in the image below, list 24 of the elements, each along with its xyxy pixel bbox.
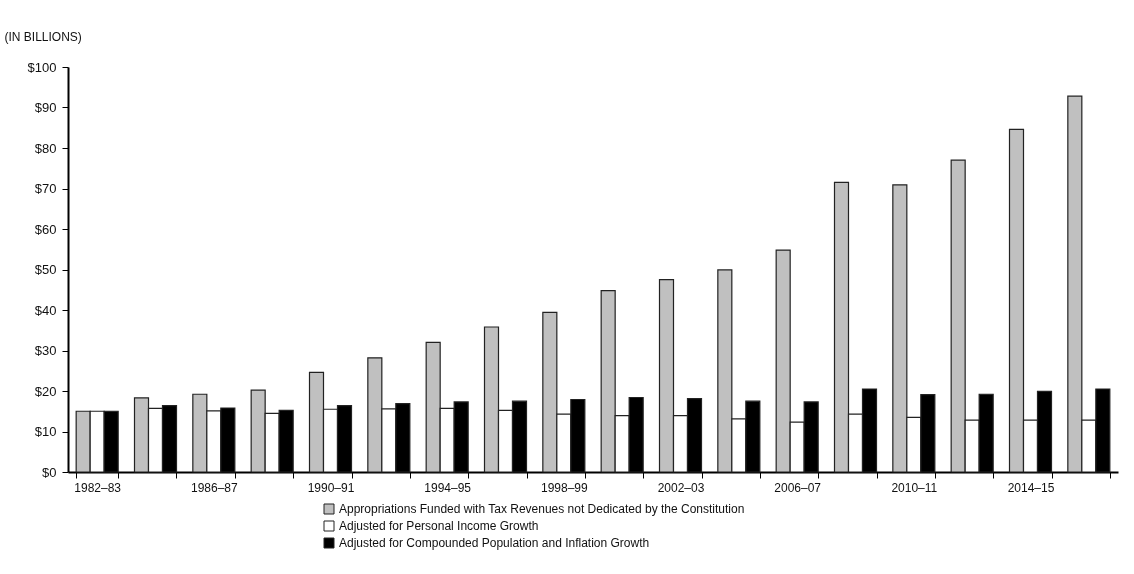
legend-label: Adjusted for Compounded Population and Inflation Growth [339, 536, 650, 550]
y-tick-label: $60 [34, 221, 57, 237]
x-tick-label: 2002–03 [657, 480, 705, 495]
x-tick-label: 1986–87 [190, 480, 239, 495]
y-tick-label: $10 [34, 424, 57, 439]
y-tick-label: $0 [42, 464, 57, 480]
y-axis-title: (IN BILLIONS) [4, 29, 82, 44]
y-tick-label: $20 [34, 383, 57, 399]
x-tick-label: 2014–15 [1007, 480, 1055, 495]
x-tick-label: 1994–95 [424, 480, 472, 495]
x-tick-label: 1990–91 [307, 480, 355, 495]
legend-label: Adjusted for Personal Income Growth [339, 519, 539, 533]
legend-label: Appropriations Funded with Tax Revenues not Dedicated by the Constitution [339, 502, 745, 516]
y-tick-label: $70 [34, 181, 57, 196]
y-tick-label: $30 [34, 343, 57, 358]
y-tick-label: $50 [34, 262, 57, 277]
x-tick-label: 1982–83 [74, 480, 122, 495]
y-tick-label: $40 [34, 302, 57, 318]
y-tick-label: $100 [27, 59, 57, 75]
x-tick-label: 1998–99 [540, 480, 589, 495]
x-tick-label: 2010–11 [891, 480, 938, 495]
x-tick-label: 2006–07 [774, 480, 822, 495]
y-tick-label: $80 [34, 140, 57, 156]
y-tick-label: $90 [34, 100, 57, 115]
